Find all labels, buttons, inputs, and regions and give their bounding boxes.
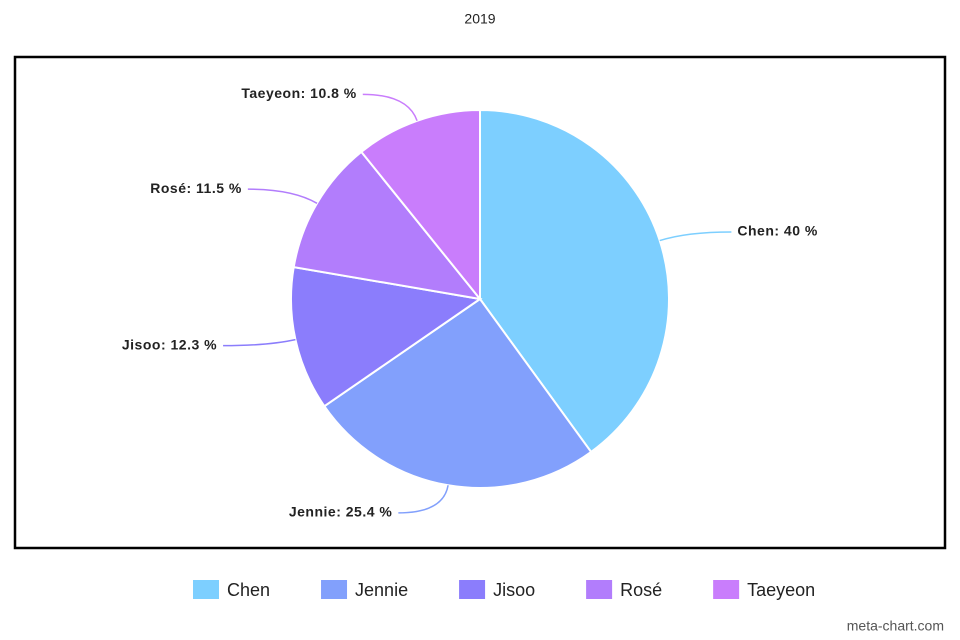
leader-line (659, 231, 732, 242)
data-label: Jisoo: 12.3 % (122, 336, 217, 352)
data-label: Chen: 40 % (737, 223, 818, 239)
legend-label: Jennie (355, 580, 408, 600)
legend-swatch (459, 580, 486, 599)
legend-swatch (193, 580, 219, 599)
leader-line (398, 485, 449, 514)
data-label: Rosé: 11.5 % (150, 180, 242, 196)
pie-slice (479, 108, 670, 454)
legend-label: Taeyeon (747, 580, 815, 600)
legend-label: Chen (227, 580, 270, 600)
watermark: meta-chart.com (847, 618, 944, 634)
chart-title: 2019 (464, 11, 495, 27)
pie-slice (322, 297, 593, 489)
pie-slice (359, 108, 481, 302)
leader-line (362, 93, 418, 122)
legend-swatch (321, 580, 348, 599)
leader-line (247, 188, 318, 204)
data-label: Taeyeon: 10.8 % (241, 85, 356, 101)
pie-slice (290, 265, 483, 408)
data-label: Jennie: 25.4 % (289, 504, 393, 520)
legend-swatch (713, 580, 740, 599)
legend-label: Rosé (620, 580, 662, 600)
leader-line (223, 338, 296, 347)
legend-swatch (586, 580, 613, 599)
legend-label: Jisoo (493, 580, 535, 600)
